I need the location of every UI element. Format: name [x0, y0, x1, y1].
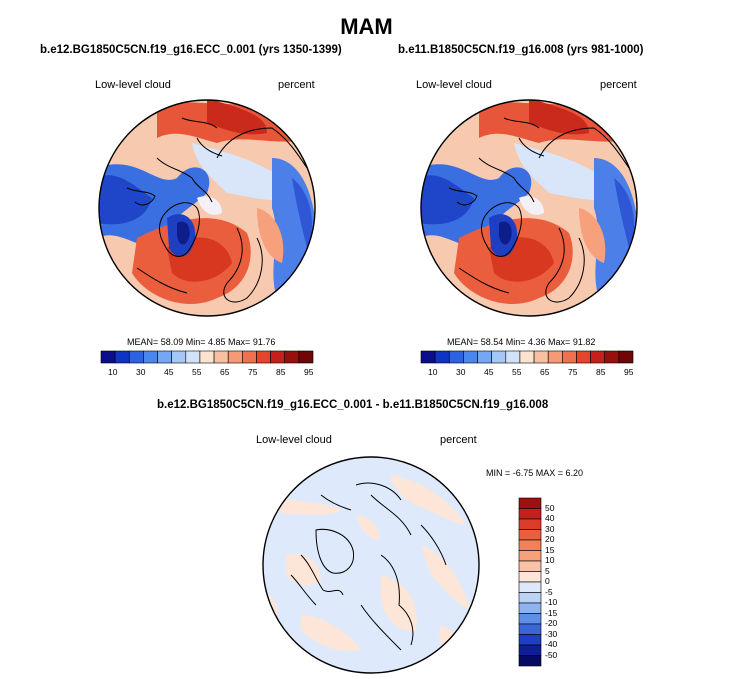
colorbar-swatch — [199, 350, 215, 364]
diff-colorbar-tick: -20 — [545, 618, 558, 628]
panel1-colorbar — [100, 350, 314, 364]
panel2-variable-label: Low-level cloud — [416, 79, 492, 91]
colorbar-swatch — [518, 655, 542, 667]
panel2-colorbar-tick: 30 — [456, 367, 466, 377]
colorbar-swatch — [518, 644, 542, 656]
panel2-units-label: percent — [600, 79, 637, 91]
panel1-colorbar-tick: 65 — [220, 367, 230, 377]
colorbar-swatch — [518, 592, 542, 604]
panel2-polar-map — [420, 99, 638, 317]
diff-colorbar-tick: 30 — [545, 524, 555, 534]
colorbar-swatch — [518, 560, 542, 572]
colorbar-swatch — [518, 634, 542, 646]
colorbar-swatch — [114, 350, 130, 364]
panel1-colorbar-tick: 75 — [248, 367, 258, 377]
figure-title: MAM — [340, 14, 393, 39]
colorbar-swatch — [477, 350, 492, 364]
panel1-colorbar-tick: 30 — [136, 367, 146, 377]
colorbar-swatch — [143, 350, 158, 364]
panel1-variable-label: Low-level cloud — [95, 79, 171, 91]
colorbar-swatch — [185, 350, 201, 364]
diff-colorbar-tick: -40 — [545, 639, 558, 649]
colorbar-swatch — [518, 602, 542, 614]
colorbar-swatch — [491, 350, 507, 364]
colorbar-swatch — [448, 350, 464, 364]
diff-colorbar-tick: 10 — [545, 555, 555, 565]
colorbar-swatch — [505, 350, 521, 364]
colorbar-swatch — [100, 350, 116, 364]
diff-colorbar-tick: -10 — [545, 597, 558, 607]
panel1-colorbar-tick: 45 — [164, 367, 174, 377]
diff-variable-label: Low-level cloud — [256, 434, 332, 446]
panel2-case-title: b.e11.B1850C5CN.f19_g16.008 (yrs 981-100… — [398, 44, 644, 56]
colorbar-swatch — [518, 550, 542, 562]
panel2-colorbar-tick: 85 — [596, 367, 606, 377]
colorbar-swatch — [562, 350, 577, 364]
colorbar-swatch — [434, 350, 450, 364]
colorbar-swatch — [284, 350, 300, 364]
colorbar-swatch — [604, 350, 620, 364]
diff-colorbar-tick: 50 — [545, 503, 555, 513]
colorbar-swatch — [213, 350, 229, 364]
colorbar-swatch — [590, 350, 606, 364]
diff-colorbar-tick: -5 — [545, 587, 553, 597]
colorbar-swatch — [242, 350, 257, 364]
diff-colorbar-tick: -15 — [545, 608, 558, 618]
panel1-colorbar-tick: 85 — [276, 367, 286, 377]
colorbar-swatch — [518, 529, 542, 541]
panel1-units-label: percent — [278, 79, 315, 91]
colorbar-swatch — [227, 350, 243, 364]
colorbar-swatch — [518, 508, 542, 520]
panel2-stats: MEAN= 58.54 Min= 4.36 Max= 91.82 — [447, 337, 596, 347]
colorbar-swatch — [298, 350, 314, 364]
colorbar-swatch — [518, 613, 542, 625]
diff-colorbar-tick: 15 — [545, 545, 555, 555]
colorbar-swatch — [463, 350, 478, 364]
panel1-colorbar-tick: 95 — [304, 367, 314, 377]
panel1-polar-map — [98, 99, 316, 317]
colorbar-swatch — [547, 350, 563, 364]
diff-minmax: MIN = -6.75 MAX = 6.20 — [486, 468, 584, 478]
colorbar-swatch — [157, 350, 172, 364]
panel2-colorbar-tick: 75 — [568, 367, 578, 377]
colorbar-swatch — [519, 350, 535, 364]
colorbar-swatch — [256, 350, 271, 364]
diff-units-label: percent — [440, 434, 477, 446]
diff-case-title: b.e12.BG1850C5CN.f19_g16.ECC_0.001 - b.e… — [157, 399, 549, 411]
panel2-colorbar — [420, 350, 634, 364]
colorbar-swatch — [618, 350, 634, 364]
colorbar-swatch — [270, 350, 286, 364]
colorbar-swatch — [518, 623, 542, 635]
diff-colorbar-tick: -50 — [545, 650, 558, 660]
panel2-colorbar-tick: 45 — [484, 367, 494, 377]
colorbar-swatch — [420, 350, 436, 364]
panel2-colorbar-tick: 10 — [428, 367, 438, 377]
colorbar-swatch — [533, 350, 549, 364]
diff-colorbar-tick: 5 — [545, 566, 550, 576]
colorbar-swatch — [518, 581, 542, 593]
panel1-colorbar-tick: 55 — [192, 367, 202, 377]
panel1-colorbar-tick: 10 — [108, 367, 118, 377]
panel2-colorbar-tick: 55 — [512, 367, 522, 377]
panel1-stats: MEAN= 58.09 Min= 4.85 Max= 91.76 — [127, 337, 276, 347]
colorbar-swatch — [518, 539, 542, 551]
diff-polar-map — [262, 456, 480, 674]
diff-colorbar-tick: 0 — [545, 576, 550, 586]
colorbar-swatch — [518, 571, 542, 583]
colorbar-swatch — [128, 350, 144, 364]
panel2-colorbar-tick: 95 — [624, 367, 634, 377]
colorbar-swatch — [576, 350, 591, 364]
diff-colorbar-tick: -30 — [545, 629, 558, 639]
colorbar-swatch — [518, 497, 542, 509]
panel1-case-title: b.e12.BG1850C5CN.f19_g16.ECC_0.001 (yrs … — [40, 44, 342, 56]
panel2-colorbar-tick: 65 — [540, 367, 550, 377]
diff-colorbar-tick: 20 — [545, 534, 555, 544]
diff-colorbar — [518, 497, 542, 667]
diff-colorbar-tick: 40 — [545, 513, 555, 523]
colorbar-swatch — [171, 350, 187, 364]
colorbar-swatch — [518, 518, 542, 530]
